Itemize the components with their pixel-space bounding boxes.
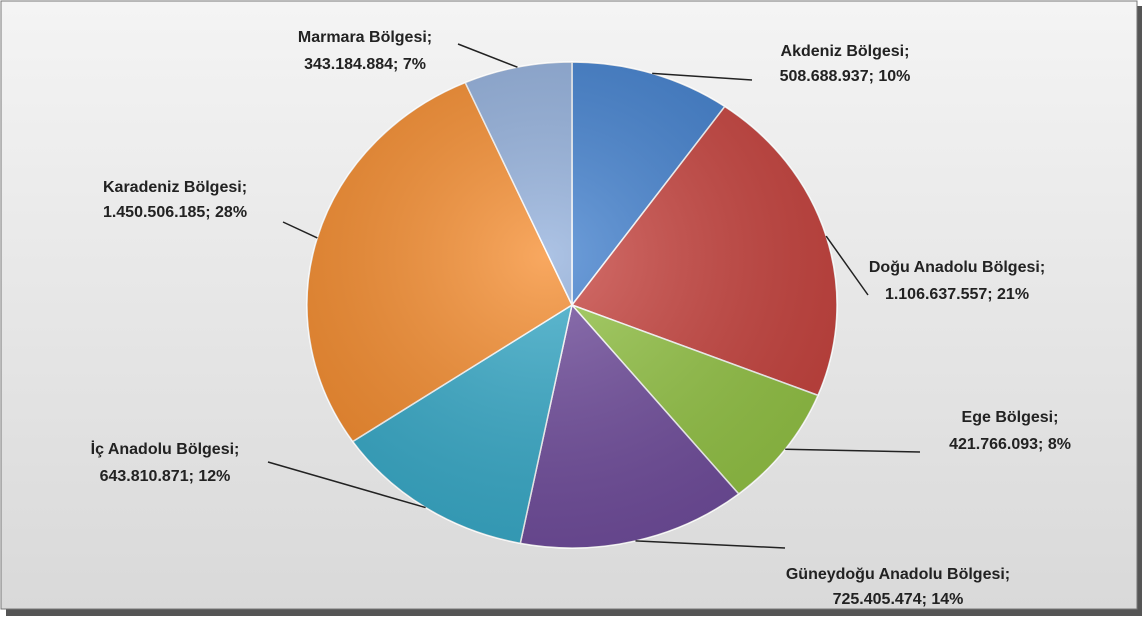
- labels: Akdeniz Bölgesi; 508.688.937; 10% Doğu Ana…: [91, 29, 1071, 608]
- category-label: Doğu Anadolu Bölgesi;: [869, 259, 1045, 276]
- category-label: Güneydoğu Anadolu Bölgesi;: [786, 566, 1010, 583]
- leader-line: [267, 461, 426, 509]
- pie: [306, 61, 838, 549]
- leader-line: [652, 72, 753, 81]
- category-label: İç Anadolu Bölgesi;: [91, 440, 240, 458]
- leader-line: [635, 540, 786, 549]
- value-label: 421.766.093; 8%: [949, 436, 1071, 453]
- value-label: 343.184.884; 7%: [304, 56, 426, 73]
- category-label: Marmara Bölgesi;: [298, 29, 432, 46]
- category-label: Karadeniz Bölgesi;: [103, 179, 247, 196]
- leader-line: [282, 221, 318, 239]
- category-label: Ege Bölgesi;: [962, 409, 1059, 426]
- value-label: 1.106.637.557; 21%: [885, 286, 1029, 303]
- category-label: Akdeniz Bölgesi;: [781, 43, 910, 60]
- value-label: 643.810.871; 12%: [100, 468, 231, 485]
- leader-line: [457, 43, 518, 68]
- value-label: 508.688.937; 10%: [780, 68, 911, 85]
- value-label: 725.405.474; 14%: [833, 591, 964, 608]
- leader-line: [785, 448, 921, 453]
- leader-line: [825, 235, 869, 296]
- value-label: 1.450.506.185; 28%: [103, 204, 247, 221]
